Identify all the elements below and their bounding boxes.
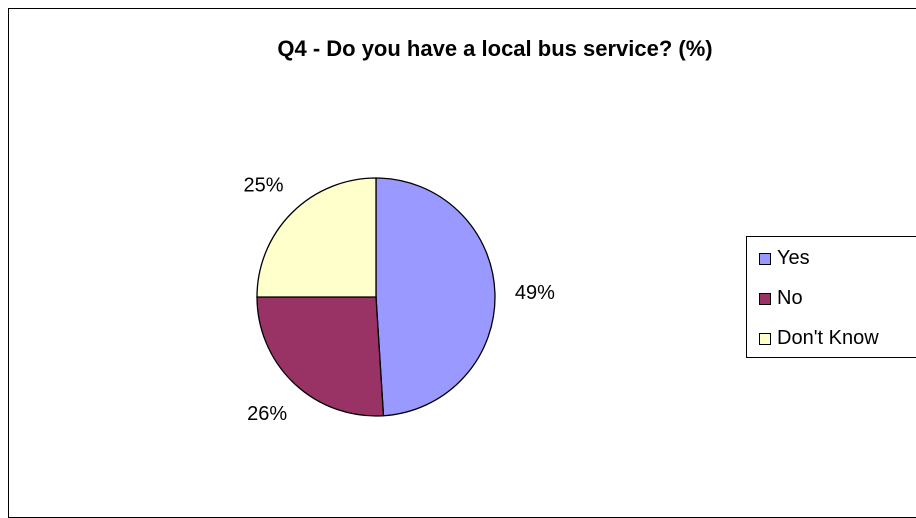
legend-swatch-yes xyxy=(759,253,771,265)
pie-label-no: 26% xyxy=(247,403,287,425)
legend-item-dont-know: Don't Know xyxy=(759,327,879,350)
pie-slice-yes xyxy=(376,178,495,416)
pie-label-dont-know: 25% xyxy=(244,175,284,197)
legend-label-yes: Yes xyxy=(777,247,810,270)
legend-label-no: No xyxy=(777,287,803,310)
legend-swatch-no xyxy=(759,293,771,305)
pie-label-yes: 49% xyxy=(515,282,555,304)
legend-label-dont-know: Don't Know xyxy=(777,327,879,350)
legend-item-no: No xyxy=(759,287,803,310)
pie-slice-no xyxy=(257,297,383,416)
legend: Yes No Don't Know xyxy=(746,236,916,358)
legend-item-yes: Yes xyxy=(759,247,810,270)
legend-swatch-dont-know xyxy=(759,333,771,345)
